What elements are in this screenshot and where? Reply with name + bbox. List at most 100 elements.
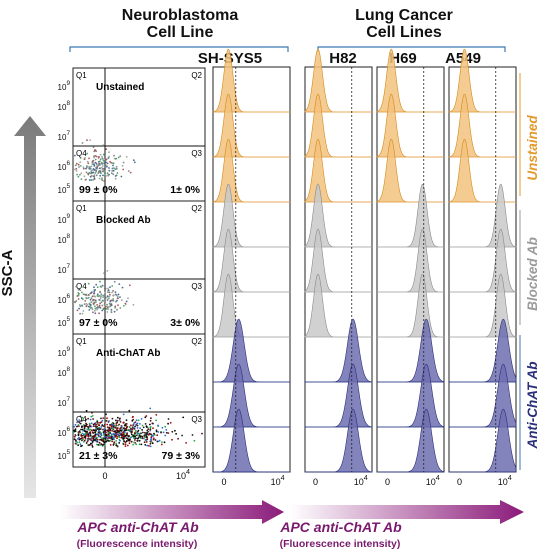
scatter-point <box>111 423 114 426</box>
scatter-point <box>110 172 113 175</box>
scatter-point <box>106 417 108 420</box>
scatter-point <box>87 426 90 429</box>
scatter-point <box>120 299 123 301</box>
scatter-point <box>109 429 112 432</box>
y-tick-label: 108 <box>58 233 71 245</box>
scatter-point <box>108 420 110 422</box>
scatter-point <box>123 304 125 307</box>
scatter-point <box>86 139 88 142</box>
scatter-point <box>118 442 121 444</box>
scatter-point <box>136 427 139 429</box>
scatter-point <box>89 437 92 440</box>
scatter-point <box>141 429 144 431</box>
scatter-point <box>78 419 81 421</box>
scatter-point <box>105 148 108 151</box>
scatter-point <box>136 432 139 435</box>
scatter-point <box>106 437 109 440</box>
scatter-point <box>74 168 76 171</box>
scatter-point <box>113 438 115 441</box>
scatter-point <box>136 422 139 425</box>
scatter-point <box>103 308 106 311</box>
scatter-point <box>152 435 154 437</box>
scatter-point <box>111 417 114 420</box>
scatter-point <box>104 291 107 294</box>
neuro-title-line1: Neuroblastoma <box>122 7 239 24</box>
scatter-point <box>150 433 153 436</box>
scatter-point <box>102 417 105 419</box>
scatter-point <box>98 304 101 307</box>
scatter-point <box>75 285 78 288</box>
scatter-point <box>77 433 80 436</box>
scatter-point <box>120 436 123 439</box>
scatter-point <box>81 142 84 144</box>
scatter-point <box>86 160 89 163</box>
scatter-point <box>158 439 161 442</box>
scatter-point <box>116 422 118 424</box>
lung-title-line1: Lung Cancer <box>355 7 453 24</box>
scatter-point <box>99 280 101 283</box>
scatter-point <box>101 155 103 158</box>
x-tick-label: 0 <box>385 477 390 487</box>
scatter-point <box>156 434 159 437</box>
quadrant-label-q1: Q1 <box>76 71 87 80</box>
scatter-point <box>105 436 107 439</box>
lung-cell-label-h69: H69 <box>389 50 417 67</box>
scatter-point <box>144 423 147 425</box>
scatter-point <box>79 305 82 308</box>
scatter-point <box>87 417 89 420</box>
scatter-point <box>135 434 138 437</box>
scatter-point <box>138 434 141 437</box>
scatter-point <box>74 442 77 445</box>
scatter-point <box>94 172 97 174</box>
scatter-point <box>116 430 119 433</box>
scatter-point <box>117 424 120 427</box>
scatter-panel: Q1 Q2 Q4 Q3 Anti-ChAT Ab 109 108 107 106 105 21 ± … <box>58 333 206 481</box>
scatter-point <box>156 440 159 443</box>
scatter-point <box>102 431 105 434</box>
scatter-point <box>98 170 100 173</box>
scatter-point <box>111 435 113 438</box>
scatter-point <box>77 163 80 166</box>
scatter-point <box>107 291 109 293</box>
scatter-point <box>79 165 82 167</box>
scatter-point <box>135 437 137 440</box>
scatter-point <box>150 417 152 420</box>
scatter-point <box>103 303 106 306</box>
scatter-point <box>82 438 84 441</box>
scatter-point <box>95 283 98 286</box>
scatter-point <box>76 309 79 312</box>
scatter-point <box>111 299 114 302</box>
scatter-point <box>80 172 83 175</box>
scatter-point <box>111 291 113 294</box>
scatter-point <box>99 167 101 170</box>
scatter-point <box>133 161 136 164</box>
scatter-point <box>129 171 132 174</box>
scatter-point <box>164 425 167 428</box>
scatter-point <box>167 432 170 434</box>
scatter-point <box>124 434 127 437</box>
scatter-point <box>126 429 129 432</box>
scatter-point <box>100 434 103 437</box>
scatter-point <box>142 426 145 429</box>
scatter-point <box>93 155 95 158</box>
scatter-point <box>125 419 128 422</box>
scatter-point <box>90 306 92 309</box>
scatter-point <box>120 429 122 432</box>
scatter-point <box>103 436 106 439</box>
scatter-point <box>96 293 99 296</box>
scatter-point <box>90 301 93 303</box>
scatter-point <box>145 434 148 436</box>
scatter-point <box>99 171 102 173</box>
scatter-point <box>124 441 127 444</box>
scatter-point <box>130 440 133 443</box>
scatter-point <box>89 418 92 421</box>
scatter-point <box>107 308 109 311</box>
scatter-point <box>87 282 90 285</box>
scatter-point <box>86 439 89 441</box>
y-tick-label: 109 <box>58 80 71 92</box>
scatter-point <box>146 432 149 434</box>
scatter-point <box>126 438 129 440</box>
scatter-point <box>80 178 83 181</box>
scatter-point <box>132 303 135 306</box>
scatter-point <box>83 303 86 305</box>
